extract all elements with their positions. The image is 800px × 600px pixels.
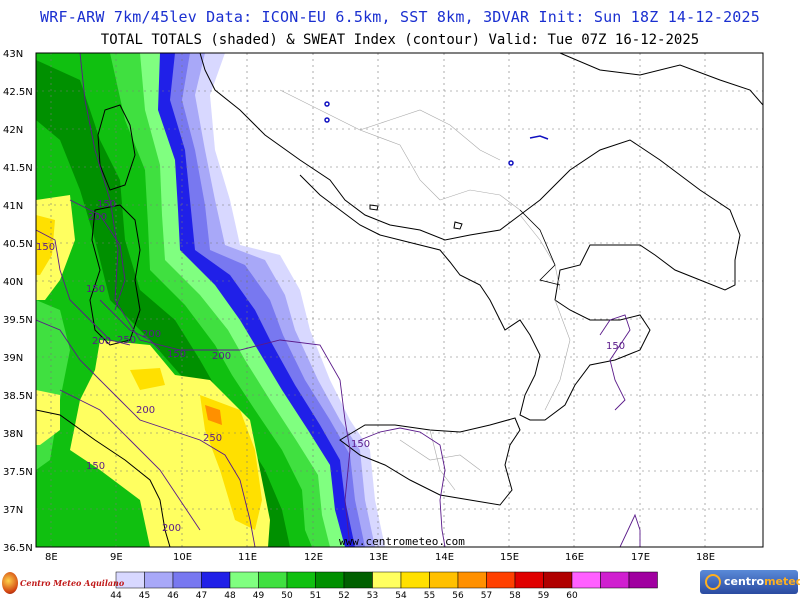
colorbar-label: 45 [139,591,150,600]
contour-labels: 150 200 150 150 200 250 200 150 200 200 … [36,199,625,534]
colorbar-swatch [144,571,174,589]
lon-label: 13E [369,552,388,563]
colorbar-label: 46 [167,591,179,600]
contour-label: 200 [136,405,155,416]
colorbar-swatch [543,571,573,589]
contour-label: 200 [162,523,181,534]
lat-label: 36.5N [3,543,33,554]
lat-label: 40.5N [3,239,33,250]
colorbar-swatch [315,571,345,589]
colorbar-label: 52 [338,591,349,600]
lat-label: 41.5N [3,163,33,174]
colorbar-swatch [628,571,658,589]
colorbar-swatch [457,571,487,589]
colorbar-label: 58 [509,591,521,600]
colorbar-swatch [258,571,288,589]
colorbar-swatch [571,571,601,589]
lat-label: 41N [3,201,23,212]
contour-label: 150 [351,439,370,450]
centrometeo-logo: centrometeo [700,570,800,594]
colorbar [115,571,658,589]
colorbar-swatch [372,571,402,589]
colorbar-label: 51 [310,591,321,600]
contour-label: 200 [92,336,111,347]
colorbar-label: 55 [424,591,435,600]
lon-label: 10E [173,552,192,563]
colorbar-swatch [172,571,202,589]
sweat-contours [36,53,641,547]
contour-label: 200 [142,329,161,340]
lon-label: 11E [238,552,257,563]
colorbar-label: 50 [281,591,293,600]
colorbar-label: 56 [452,591,464,600]
contour-label: 150 [36,242,55,253]
contour-label: 250 [203,433,222,444]
colorbar-swatch [486,571,516,589]
colorbar-swatch [514,571,544,589]
colorbar-label: 59 [538,591,550,600]
lat-label: 37.5N [3,467,33,478]
contour-label: 150 [167,349,186,360]
colorbar-swatch [400,571,430,589]
regional-borders [279,89,571,491]
lat-label: 42.5N [3,87,33,98]
lat-label: 43N [3,49,23,60]
contour-label: 250 [117,335,136,346]
colorbar-label: 48 [224,591,236,600]
colorbar-swatch [201,571,231,589]
colorbar-swatch [286,571,316,589]
graticule [36,53,763,547]
lon-label: 17E [631,552,650,563]
centro-meteo-aquilano-logo: Centro Meteo Aquilano [2,570,124,596]
colorbar-label: 44 [110,591,122,600]
lon-label: 9E [110,552,123,563]
map-subtitle: TOTAL TOTALS (shaded) & SWEAT Index (con… [100,32,700,48]
lon-label: 14E [435,552,454,563]
lat-label: 38.5N [3,391,33,402]
colorbar-swatch [429,571,459,589]
colorbar-label: 54 [395,591,407,600]
lat-label: 39N [3,353,23,364]
colorbar-label: 57 [481,591,492,600]
lon-label: 18E [696,552,715,563]
colorbar-swatch [229,571,259,589]
lon-label: 16E [565,552,584,563]
longitude-labels: 8E 9E 10E 11E 12E 13E 14E 15E 16E 17E 18… [45,552,715,563]
lat-label: 38N [3,429,23,440]
contour-label: 150 [86,284,105,295]
lat-label: 39.5N [3,315,33,326]
contour-label: 200 [212,351,231,362]
lon-label: 12E [304,552,323,563]
colorbar-labels: 44 45 46 47 48 49 50 51 52 53 54 55 56 57 58 59 60 [110,591,578,600]
colorbar-label: 53 [367,591,378,600]
contour-label: 150 [97,199,116,210]
latitude-labels: 43N 42.5N 42N 41.5N 41N 40.5N 40N 39.5N … [3,49,33,554]
land-cells [324,101,549,166]
contour-label: 150 [606,341,625,352]
contour-label: 150 [86,461,105,472]
colorbar-swatch [343,571,373,589]
colorbar-label: 49 [253,591,265,600]
lat-label: 42N [3,125,23,136]
contour-label: 200 [88,212,107,223]
site-credit: www.centrometeo.com [339,535,465,548]
colorbar-swatch [600,571,630,589]
lon-label: 8E [45,552,58,563]
map-title: WRF-ARW 7km/45lev Data: ICON-EU 6.5km, S… [40,8,760,26]
lat-label: 40N [3,277,23,288]
colorbar-label: 60 [566,591,578,600]
colorbar-label: 47 [196,591,207,600]
map-frame [35,52,764,548]
coastlines [36,53,763,547]
country-borders [519,209,561,286]
lon-label: 15E [500,552,519,563]
shaded-field [36,53,763,547]
lat-label: 37N [3,505,23,516]
